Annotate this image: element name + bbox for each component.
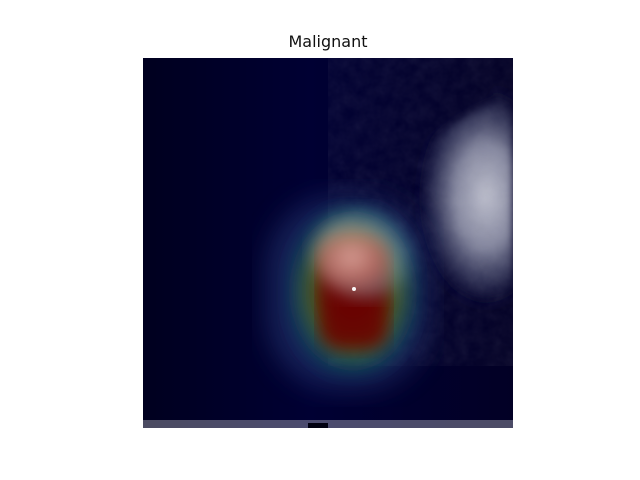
- figure-title: Malignant: [288, 32, 368, 51]
- mammogram-heatmap-svg: [143, 58, 513, 428]
- mammogram-heatmap-image: [143, 58, 513, 428]
